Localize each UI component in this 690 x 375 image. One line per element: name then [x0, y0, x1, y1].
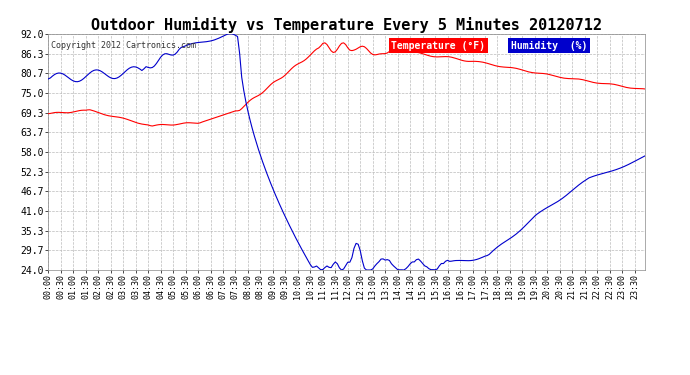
Text: Temperature (°F): Temperature (°F) [391, 41, 486, 51]
Title: Outdoor Humidity vs Temperature Every 5 Minutes 20120712: Outdoor Humidity vs Temperature Every 5 … [91, 16, 602, 33]
Text: Humidity  (%): Humidity (%) [511, 41, 587, 51]
Text: Copyright 2012 Cartronics.com: Copyright 2012 Cartronics.com [51, 41, 196, 50]
